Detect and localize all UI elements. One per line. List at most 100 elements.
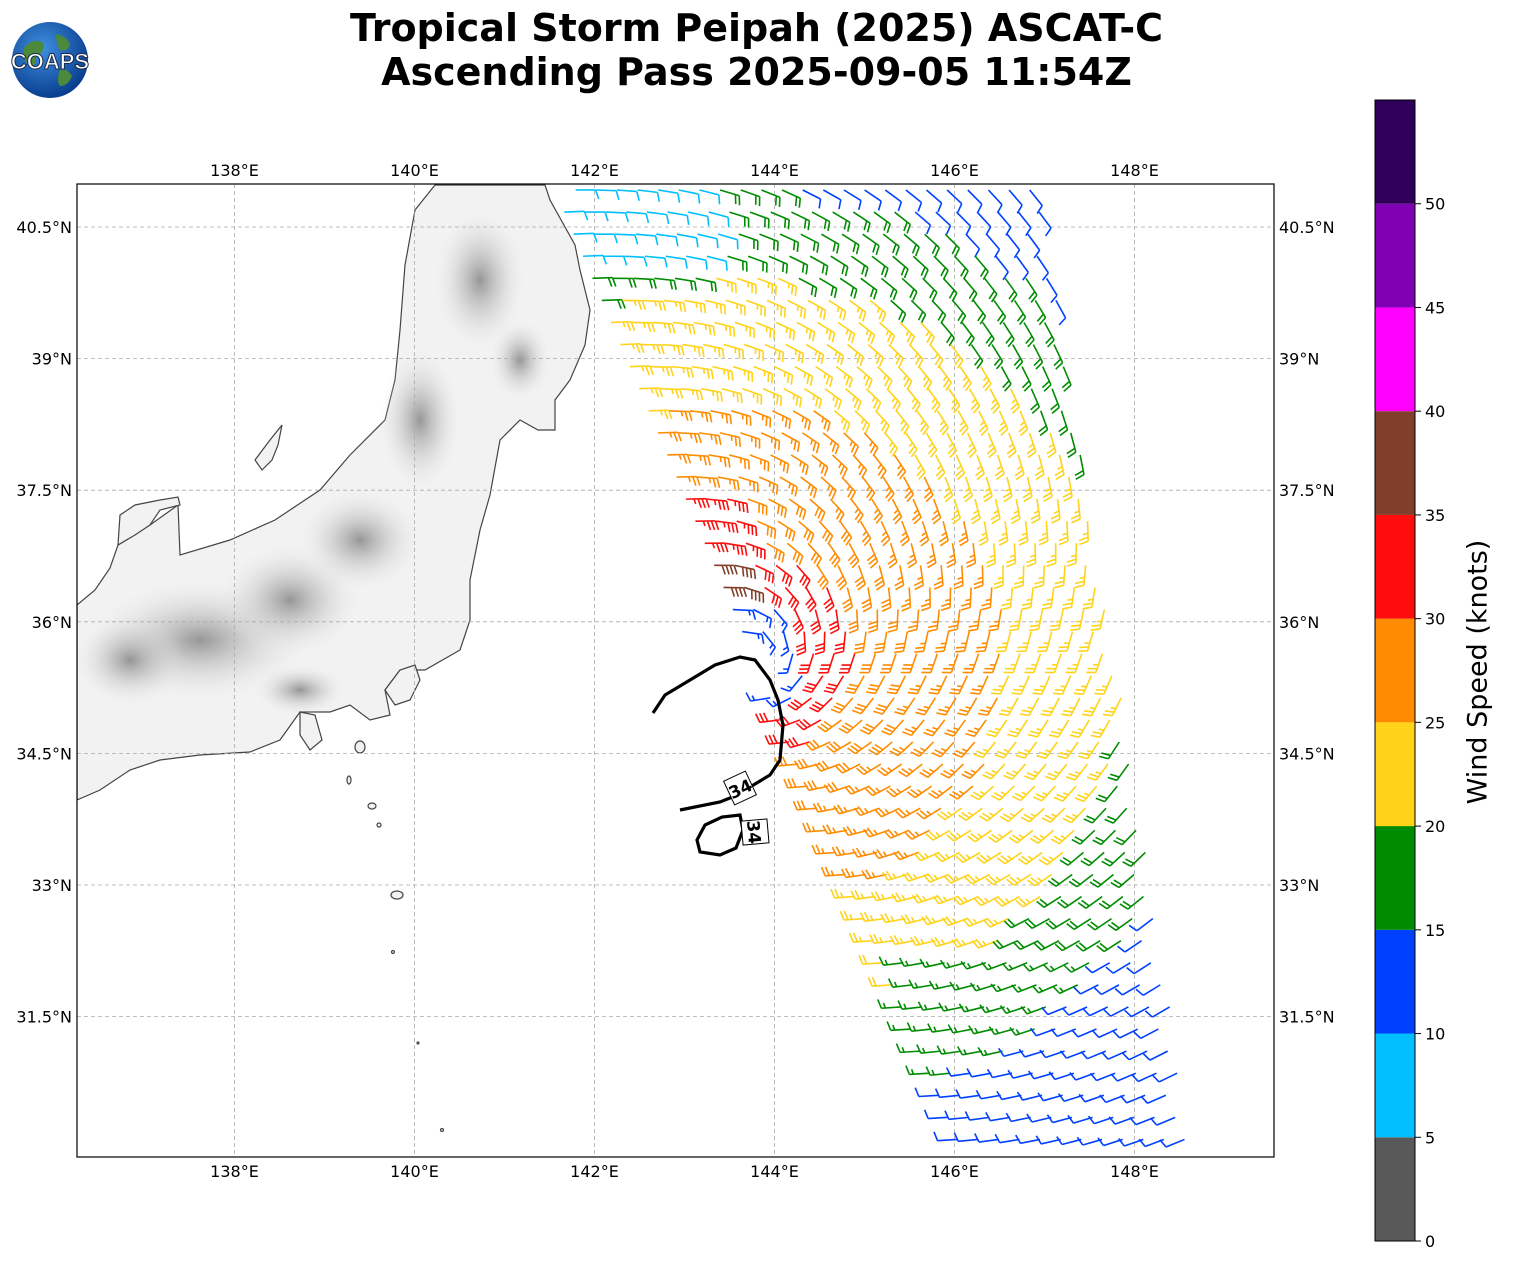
wind-barb [1056,1136,1082,1146]
wind-barb [1016,631,1032,653]
wind-barb [919,958,945,968]
wind-barb [1002,322,1015,348]
wind-barb [927,388,941,414]
wind-barb [919,520,930,547]
colorbar-tick-label: 35 [1425,506,1445,525]
wind-barb [1083,807,1107,824]
wind-barb [844,675,865,694]
wind-barb [695,520,720,531]
wind-barb [697,476,721,488]
wind-barb [937,807,963,821]
wind-barb [792,609,804,635]
wind-barb [868,741,893,756]
wind-barb [749,211,770,229]
wind-barb [1034,454,1045,481]
wind-barb [1008,609,1023,632]
wind-barb [1008,189,1023,214]
wind-barb [987,189,1003,214]
wind-barb [967,189,983,214]
wind-barb [800,476,818,499]
wind-barb [1011,344,1024,370]
colorbar-bin [1375,826,1415,930]
colorbar: 0 5 10 15 20 25 30 35 40 45 50 [1374,99,1445,1251]
wind-barb [952,299,967,325]
wind-barb [873,631,888,654]
wind-barb [676,233,699,248]
wind-barb [860,277,878,300]
wind-barb [689,410,713,423]
wind-barb [743,586,765,603]
wind-barb [584,211,609,222]
lon-tick-label: 142°E [570,1162,619,1181]
wind-barb [678,432,702,444]
wind-barb [906,388,921,413]
wind-barb [708,211,730,227]
wind-barb [761,189,781,207]
wind-barb [946,829,972,842]
wind-barb [1053,785,1077,802]
wind-barb [923,719,946,737]
lat-tick-label: 33°N [32,876,72,895]
wind-barb [1128,918,1154,932]
wind-barb [841,476,856,501]
wind-barb [1066,917,1092,931]
map-frame [76,183,1275,1158]
wind-barb [894,211,912,234]
wind-barb [853,631,867,654]
wind-barb [1030,499,1041,524]
wind-barb [1061,366,1072,392]
wind-barb [1006,873,1032,886]
wind-barb [953,565,964,590]
wind-barb [742,630,765,644]
wind-barb [858,321,876,345]
wind-barb [650,365,675,377]
wind-barb [847,542,860,569]
wind-barb [987,829,1013,843]
wind-barb [1078,741,1100,760]
wind-barb [1121,1050,1148,1061]
wind-barb [899,321,916,346]
wind-barb [898,763,923,778]
wind-barb [805,587,817,613]
wind-barb [915,697,937,716]
wind-barb [901,587,912,612]
lat-tick-label: 33°N [1279,876,1319,895]
wind-barb [839,910,864,921]
lat-tick-label: 40.5°N [1279,218,1335,237]
wind-barb [938,1002,964,1012]
wind-barb [916,1044,941,1055]
wind-barb [704,299,727,315]
wind-barb [884,189,903,212]
wind-barb [996,1090,1022,1101]
wind-barb [755,321,776,340]
wind-barb [928,980,955,990]
wind-barb [1044,653,1062,674]
wind-barb [688,211,710,226]
wind-barb [854,565,867,591]
wind-barb [1135,984,1161,997]
lat-tick-label: 31.5°N [16,1008,72,1027]
wind-barb [944,719,967,737]
wind-barb [957,697,978,716]
wind-barb [719,189,741,206]
wind-barb [1050,499,1061,524]
wind-barb [947,609,961,632]
wind-barb [758,476,779,495]
wind-barb [916,410,930,436]
wind-barb [633,277,657,289]
wind-barb [1122,851,1146,867]
wind-barb [938,366,953,391]
wind-barb [993,565,1004,590]
wind-barb [975,1090,1001,1100]
wind-barb [764,734,790,745]
lon-tick-label: 140°E [390,161,439,180]
wind-barb [1107,763,1130,782]
colorbar-tick-label: 15 [1425,921,1445,940]
wind-barb [781,189,802,208]
wind-barb [790,454,809,476]
wind-barb [1107,917,1133,931]
wind-barb [832,211,851,232]
wind-barb [765,697,792,708]
wind-barb [1102,697,1122,717]
wind-barb [886,675,907,695]
